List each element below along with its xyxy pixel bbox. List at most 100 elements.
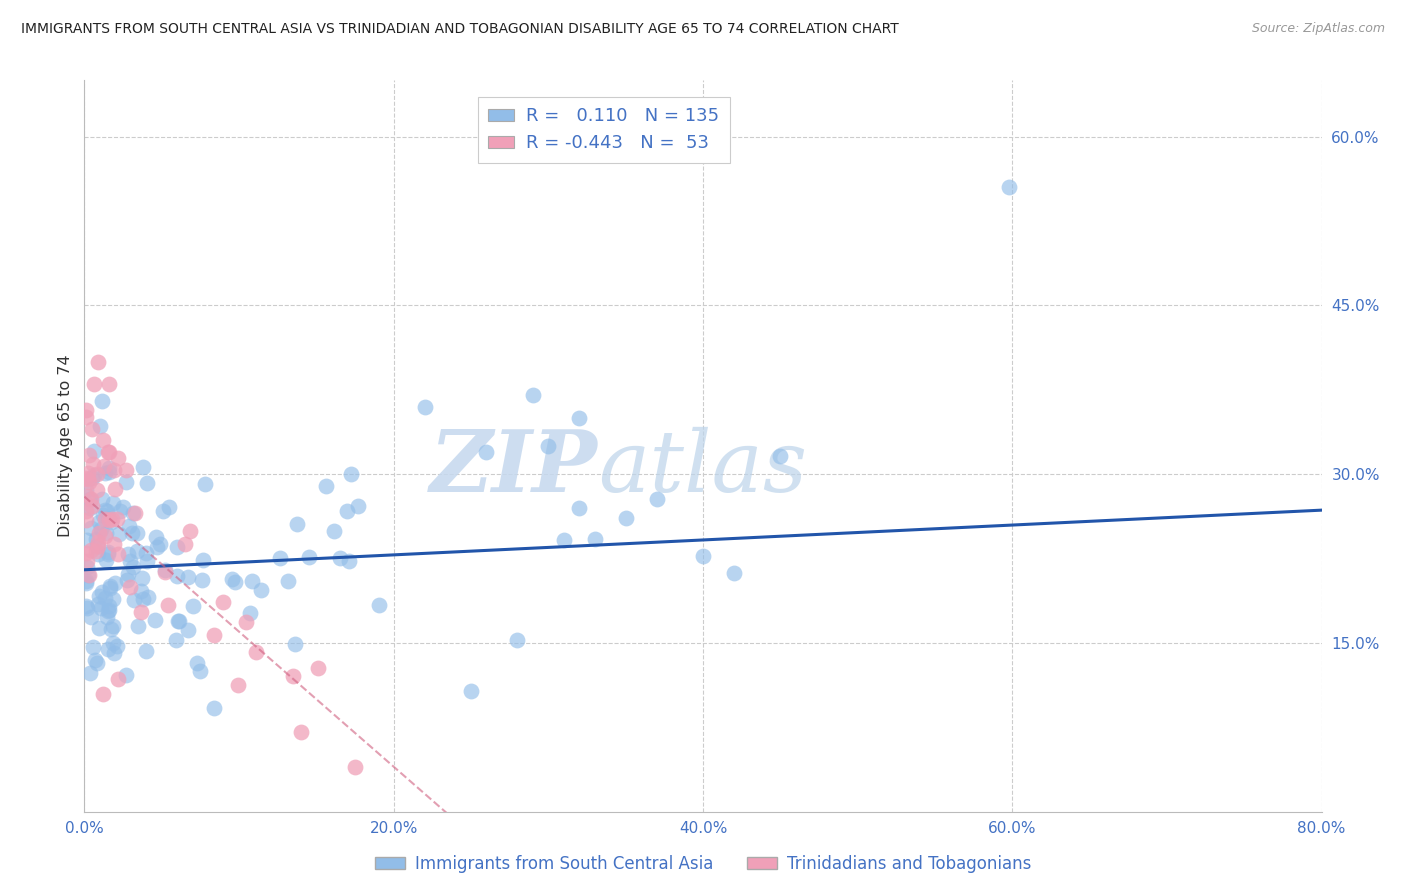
Point bbox=[149, 537, 172, 551]
Point bbox=[152, 504, 174, 518]
Point bbox=[101, 496, 124, 510]
Point bbox=[96, 504, 118, 518]
Point bbox=[115, 475, 138, 489]
Point bbox=[117, 566, 139, 581]
Point bbox=[87, 526, 110, 541]
Point bbox=[212, 595, 235, 609]
Point bbox=[157, 598, 180, 612]
Point bbox=[129, 605, 152, 619]
Point bbox=[91, 393, 114, 408]
Point bbox=[135, 644, 157, 658]
Point bbox=[89, 418, 111, 433]
Point bbox=[86, 534, 108, 549]
Point bbox=[340, 467, 363, 481]
Point bbox=[114, 462, 136, 476]
Point bbox=[568, 410, 591, 425]
Point bbox=[76, 554, 98, 568]
Point bbox=[80, 491, 103, 506]
Point bbox=[90, 601, 112, 615]
Point bbox=[125, 525, 148, 540]
Point bbox=[77, 467, 100, 481]
Point bbox=[86, 483, 108, 498]
Point bbox=[285, 517, 308, 532]
Point bbox=[76, 472, 98, 486]
Point bbox=[135, 554, 157, 568]
Point bbox=[83, 467, 105, 482]
Point bbox=[221, 572, 243, 586]
Point bbox=[105, 640, 128, 654]
Point bbox=[224, 575, 246, 590]
Point bbox=[120, 554, 142, 568]
Point bbox=[97, 641, 120, 656]
Point bbox=[177, 569, 200, 583]
Point bbox=[136, 475, 159, 490]
Point bbox=[79, 665, 101, 680]
Point bbox=[117, 547, 139, 561]
Point bbox=[75, 471, 97, 485]
Text: Source: ZipAtlas.com: Source: ZipAtlas.com bbox=[1251, 22, 1385, 36]
Point bbox=[105, 512, 128, 526]
Point bbox=[413, 400, 436, 414]
Point bbox=[240, 574, 263, 589]
Point bbox=[77, 568, 100, 582]
Point bbox=[97, 547, 120, 561]
Point bbox=[79, 491, 101, 506]
Point bbox=[90, 523, 112, 537]
Point bbox=[75, 409, 97, 424]
Point bbox=[98, 603, 121, 617]
Point bbox=[127, 619, 149, 633]
Point bbox=[368, 599, 391, 613]
Point bbox=[86, 656, 108, 670]
Point bbox=[343, 760, 366, 774]
Point bbox=[100, 582, 122, 596]
Text: IMMIGRANTS FROM SOUTH CENTRAL ASIA VS TRINIDADIAN AND TOBAGONIAN DISABILITY AGE : IMMIGRANTS FROM SOUTH CENTRAL ASIA VS TR… bbox=[21, 22, 898, 37]
Point bbox=[75, 575, 97, 590]
Point bbox=[83, 444, 105, 458]
Point bbox=[103, 646, 125, 660]
Point bbox=[79, 501, 101, 516]
Point bbox=[97, 511, 120, 525]
Point bbox=[101, 512, 124, 526]
Y-axis label: Disability Age 65 to 74: Disability Age 65 to 74 bbox=[58, 355, 73, 537]
Point bbox=[94, 553, 117, 567]
Point bbox=[77, 448, 100, 462]
Point bbox=[87, 515, 110, 529]
Point bbox=[87, 589, 110, 603]
Point bbox=[122, 506, 145, 520]
Point bbox=[94, 526, 117, 541]
Point bbox=[475, 444, 498, 458]
Point bbox=[277, 574, 299, 589]
Point bbox=[614, 511, 637, 525]
Text: ZIP: ZIP bbox=[430, 426, 598, 509]
Point bbox=[132, 591, 155, 606]
Point bbox=[82, 499, 104, 513]
Point bbox=[522, 388, 544, 402]
Point bbox=[98, 465, 121, 479]
Point bbox=[82, 422, 104, 436]
Point bbox=[100, 515, 122, 529]
Point bbox=[93, 459, 115, 474]
Point bbox=[86, 539, 108, 553]
Point bbox=[83, 377, 105, 392]
Point bbox=[98, 512, 121, 526]
Point bbox=[115, 573, 138, 587]
Point bbox=[122, 593, 145, 607]
Point bbox=[129, 584, 152, 599]
Point bbox=[91, 491, 114, 506]
Point bbox=[769, 449, 792, 463]
Point bbox=[94, 466, 117, 480]
Point bbox=[118, 518, 141, 533]
Point bbox=[80, 471, 103, 485]
Point bbox=[101, 636, 124, 650]
Point bbox=[98, 376, 121, 391]
Point bbox=[284, 637, 307, 651]
Point bbox=[269, 550, 291, 565]
Point bbox=[75, 504, 97, 518]
Point bbox=[86, 544, 108, 558]
Point bbox=[723, 566, 745, 580]
Point bbox=[100, 622, 122, 636]
Point bbox=[315, 479, 337, 493]
Point bbox=[97, 599, 120, 614]
Point bbox=[188, 664, 211, 678]
Point bbox=[83, 653, 105, 667]
